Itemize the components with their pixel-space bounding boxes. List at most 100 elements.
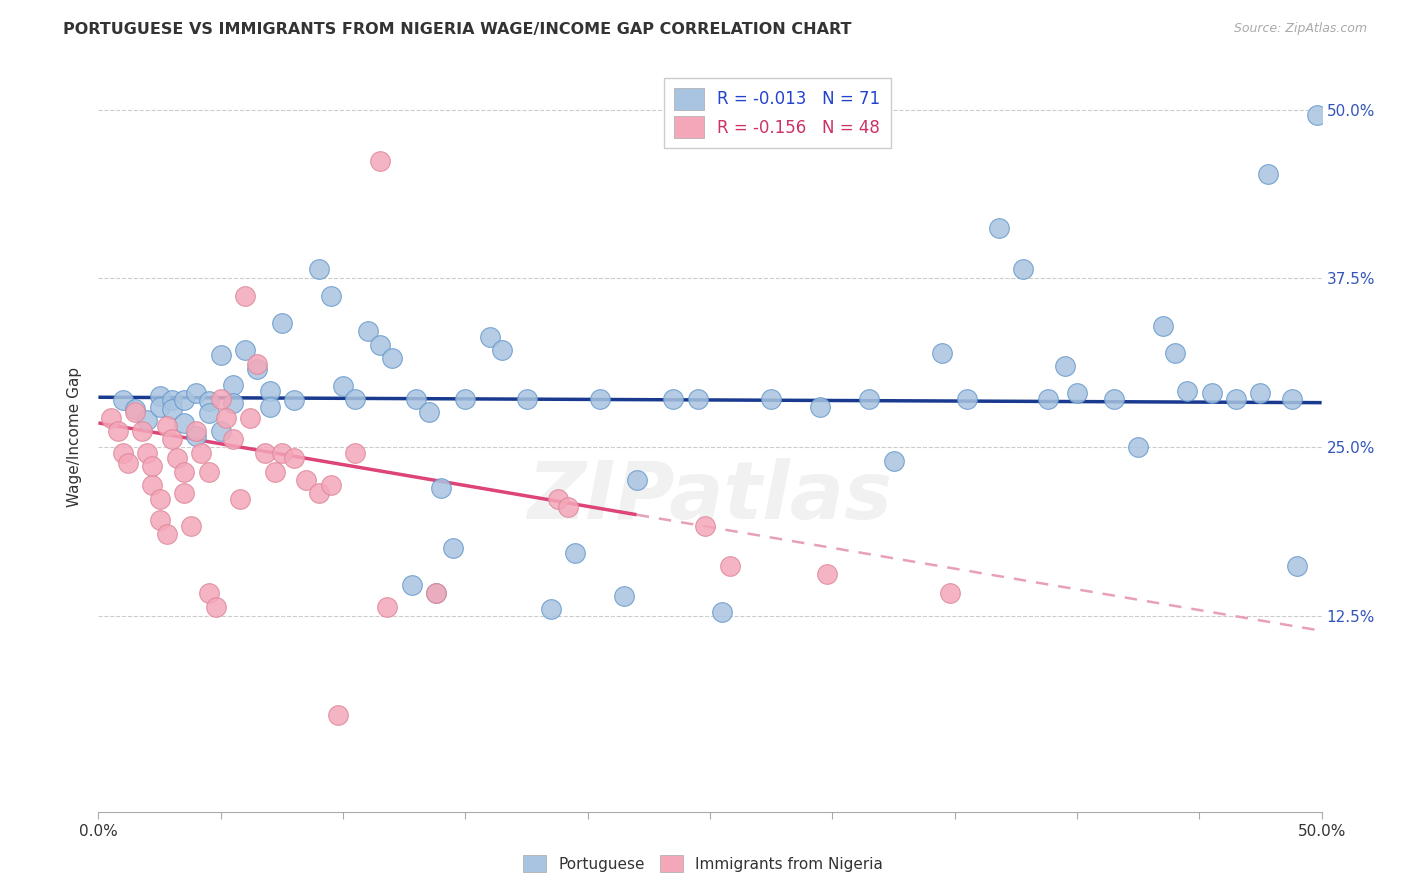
Point	[141, 478, 163, 492]
Point	[1012, 262, 1035, 277]
Point	[418, 405, 440, 419]
Point	[425, 586, 447, 600]
Point	[246, 362, 269, 376]
Point	[111, 445, 134, 459]
Point	[491, 343, 513, 357]
Point	[197, 465, 219, 479]
Point	[229, 491, 252, 506]
Point	[319, 289, 342, 303]
Point	[270, 316, 294, 330]
Point	[695, 518, 717, 533]
Point	[1306, 108, 1329, 122]
Point	[156, 418, 179, 433]
Point	[401, 578, 423, 592]
Point	[209, 348, 232, 362]
Point	[557, 500, 579, 514]
Point	[564, 545, 586, 559]
Point	[425, 586, 447, 600]
Point	[547, 491, 569, 506]
Point	[246, 357, 269, 371]
Point	[1201, 386, 1223, 401]
Point	[381, 351, 404, 365]
Point	[956, 392, 979, 406]
Point	[405, 392, 427, 406]
Point	[295, 473, 318, 487]
Point	[375, 599, 398, 614]
Text: Source: ZipAtlas.com: Source: ZipAtlas.com	[1233, 22, 1367, 36]
Point	[173, 486, 195, 500]
Point	[131, 424, 153, 438]
Point	[283, 392, 305, 407]
Point	[197, 586, 219, 600]
Point	[1036, 392, 1059, 406]
Point	[718, 559, 741, 574]
Point	[222, 378, 245, 392]
Point	[1281, 392, 1303, 406]
Point	[939, 586, 962, 600]
Point	[270, 445, 294, 459]
Point	[209, 392, 232, 406]
Point	[222, 432, 245, 446]
Point	[214, 410, 236, 425]
Point	[308, 486, 330, 500]
Point	[100, 410, 122, 425]
Point	[186, 429, 208, 443]
Point	[332, 379, 354, 393]
Point	[124, 402, 146, 417]
Point	[711, 605, 734, 619]
Point	[368, 153, 391, 168]
Point	[160, 392, 183, 407]
Point	[197, 407, 219, 421]
Point	[149, 513, 172, 527]
Point	[190, 445, 212, 459]
Point	[233, 343, 256, 357]
Point	[111, 392, 134, 407]
Point	[173, 392, 195, 407]
Point	[1152, 318, 1174, 333]
Point	[987, 221, 1010, 235]
Point	[253, 445, 276, 459]
Point	[1249, 386, 1271, 401]
Point	[1225, 392, 1247, 406]
Point	[1286, 559, 1309, 574]
Point	[180, 518, 202, 533]
Point	[931, 345, 953, 359]
Point	[186, 386, 208, 401]
Point	[124, 405, 146, 419]
Text: ZIPatlas: ZIPatlas	[527, 458, 893, 536]
Point	[808, 400, 831, 414]
Point	[149, 400, 172, 414]
Y-axis label: Wage/Income Gap: Wage/Income Gap	[67, 367, 83, 508]
Point	[107, 424, 129, 438]
Point	[117, 457, 139, 471]
Point	[344, 392, 367, 406]
Point	[1257, 168, 1279, 182]
Point	[686, 392, 709, 406]
Point	[263, 465, 285, 479]
Point	[173, 416, 195, 430]
Point	[209, 424, 232, 438]
Point	[368, 337, 391, 351]
Point	[1128, 440, 1150, 454]
Point	[356, 324, 378, 338]
Point	[344, 445, 367, 459]
Point	[156, 526, 179, 541]
Point	[259, 384, 281, 398]
Point	[173, 465, 195, 479]
Point	[589, 392, 612, 406]
Point	[613, 589, 636, 603]
Point	[662, 392, 685, 406]
Point	[141, 459, 163, 474]
Point	[761, 392, 783, 406]
Point	[441, 541, 464, 556]
Point	[540, 602, 562, 616]
Legend: Portuguese, Immigrants from Nigeria: Portuguese, Immigrants from Nigeria	[516, 847, 890, 880]
Point	[205, 599, 228, 614]
Point	[136, 445, 159, 459]
Point	[515, 392, 537, 406]
Point	[186, 424, 208, 438]
Point	[1175, 384, 1198, 398]
Point	[222, 395, 245, 409]
Point	[136, 413, 159, 427]
Point	[233, 289, 256, 303]
